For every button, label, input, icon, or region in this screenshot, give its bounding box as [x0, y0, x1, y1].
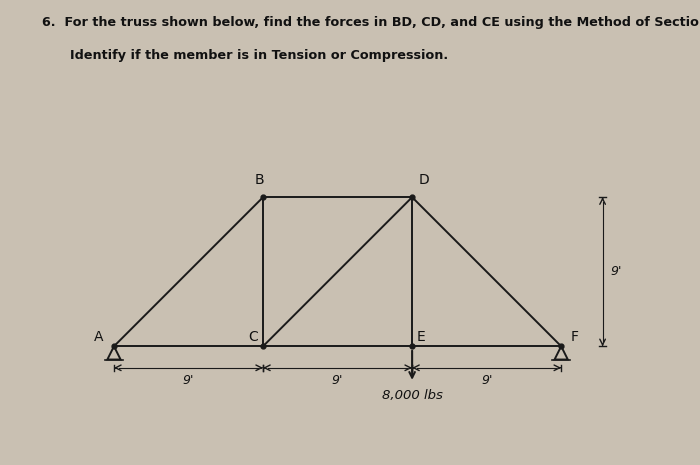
Text: 9': 9' [183, 374, 194, 387]
Text: C: C [248, 330, 258, 344]
Text: D: D [419, 173, 430, 187]
Text: F: F [571, 330, 579, 344]
Text: 9': 9' [481, 374, 492, 387]
Text: E: E [417, 330, 426, 344]
Text: 9': 9' [611, 265, 622, 278]
Text: Identify if the member is in Tension or Compression.: Identify if the member is in Tension or … [70, 49, 448, 62]
Text: 9': 9' [332, 374, 343, 387]
Text: 8,000 lbs: 8,000 lbs [382, 389, 442, 402]
Text: A: A [94, 330, 104, 344]
Text: B: B [255, 173, 265, 187]
Text: 6.  For the truss shown below, find the forces in BD, CD, and CE using the Metho: 6. For the truss shown below, find the f… [42, 16, 700, 29]
